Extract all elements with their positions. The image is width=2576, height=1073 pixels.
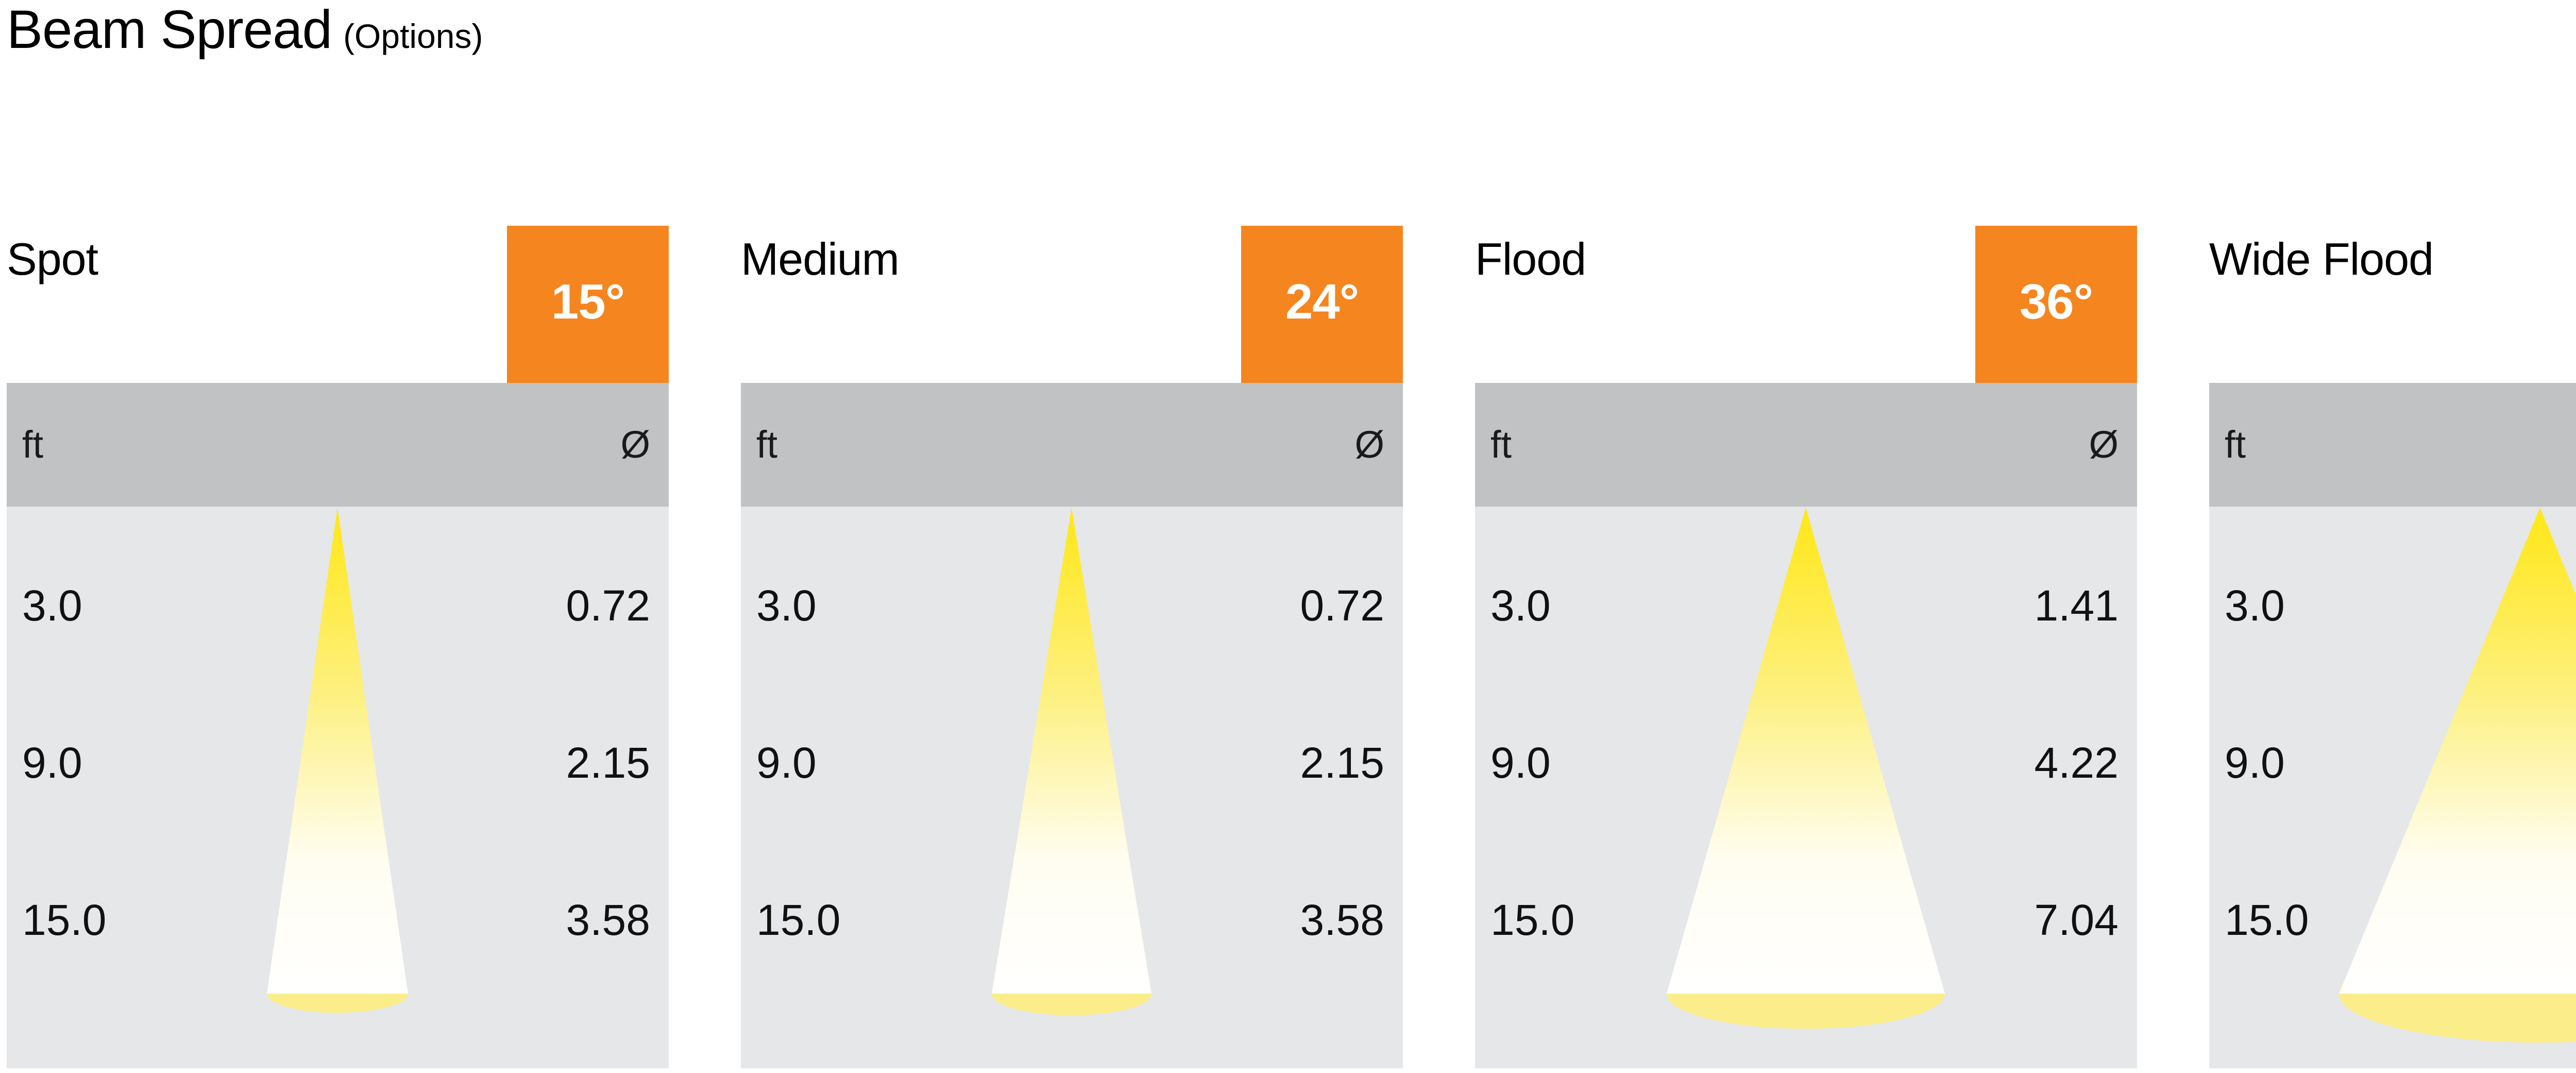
column-header-diameter: Ø bbox=[1354, 423, 1384, 466]
beam-angle-badge: 15° bbox=[507, 226, 669, 383]
row-diameter: 3.58 bbox=[1300, 896, 1385, 944]
row-distance: 15.0 bbox=[2225, 896, 2309, 944]
table-row: 9.0 2.15 bbox=[756, 741, 1384, 784]
beam-angle-value: 36° bbox=[2019, 274, 2093, 329]
card-body: 3.0 2.03 9.0 6.09 15.0 10.15 bbox=[2209, 507, 2576, 1068]
measurement-rows: 3.0 0.72 9.0 2.15 15.0 3.58 bbox=[741, 507, 1403, 1068]
row-distance: 9.0 bbox=[22, 739, 82, 787]
card-body: 3.0 1.41 9.0 4.22 15.0 7.04 bbox=[1475, 507, 2137, 1068]
table-row: 3.0 2.03 bbox=[2225, 584, 2576, 627]
row-diameter: 0.72 bbox=[566, 581, 651, 630]
row-diameter: 0.72 bbox=[1300, 581, 1385, 630]
row-diameter: 2.15 bbox=[1300, 739, 1385, 787]
beam-spread-card: Flood 36° ft Ø bbox=[1475, 216, 2137, 1068]
beam-spread-card: Medium 24° ft Ø bbox=[741, 216, 1403, 1068]
card-body: 3.0 0.72 9.0 2.15 15.0 3.58 bbox=[741, 507, 1403, 1068]
row-diameter: 4.22 bbox=[2034, 739, 2119, 787]
row-distance: 15.0 bbox=[1490, 896, 1575, 944]
beam-spread-card: Spot 15° ft Ø bbox=[7, 216, 669, 1068]
card-header: Spot 15° bbox=[7, 216, 669, 383]
row-distance: 9.0 bbox=[2225, 739, 2285, 787]
column-header-distance: ft bbox=[22, 423, 44, 466]
beam-angle-badge: 24° bbox=[1241, 226, 1403, 383]
table-column-headers: ft Ø bbox=[1475, 383, 2137, 507]
table-row: 15.0 10.15 bbox=[2225, 898, 2576, 942]
beam-angle-badge: 36° bbox=[1975, 226, 2137, 383]
row-distance: 15.0 bbox=[756, 896, 841, 944]
column-header-distance: ft bbox=[1490, 423, 1512, 466]
row-diameter: 7.04 bbox=[2034, 896, 2119, 944]
table-row: 9.0 6.09 bbox=[2225, 741, 2576, 784]
card-title: Medium bbox=[741, 233, 900, 284]
table-row: 3.0 0.72 bbox=[756, 584, 1384, 627]
table-row: 15.0 3.58 bbox=[756, 898, 1384, 942]
row-distance: 9.0 bbox=[756, 739, 817, 787]
card-title: Flood bbox=[1475, 233, 1586, 284]
measurement-rows: 3.0 0.72 9.0 2.15 15.0 3.58 bbox=[7, 507, 669, 1068]
beam-spread-card-list: Spot 15° ft Ø bbox=[7, 216, 2576, 1068]
row-distance: 3.0 bbox=[756, 581, 817, 630]
measurement-rows: 3.0 1.41 9.0 4.22 15.0 7.04 bbox=[1475, 507, 2137, 1068]
table-column-headers: ft Ø bbox=[7, 383, 669, 507]
table-row: 9.0 2.15 bbox=[22, 741, 650, 784]
row-diameter: 3.58 bbox=[566, 896, 651, 944]
page-title-subtitle: (Options) bbox=[343, 17, 483, 55]
page-title: Beam Spread (Options) bbox=[7, 0, 483, 63]
card-header: Medium 24° bbox=[741, 216, 1403, 383]
column-header-distance: ft bbox=[756, 423, 778, 466]
page-title-main: Beam Spread bbox=[7, 0, 332, 60]
beam-angle-value: 24° bbox=[1285, 274, 1359, 329]
table-row: 15.0 3.58 bbox=[22, 898, 650, 942]
row-distance: 9.0 bbox=[1490, 739, 1551, 787]
column-header-diameter: Ø bbox=[2089, 423, 2119, 466]
card-title: Wide Flood bbox=[2209, 233, 2434, 284]
row-diameter: 1.41 bbox=[2034, 581, 2119, 630]
row-distance: 3.0 bbox=[2225, 581, 2285, 630]
row-distance: 3.0 bbox=[1490, 581, 1551, 630]
table-column-headers: ft Ø bbox=[741, 383, 1403, 507]
column-header-distance: ft bbox=[2225, 423, 2246, 466]
card-title: Spot bbox=[7, 233, 98, 284]
row-distance: 3.0 bbox=[22, 581, 82, 630]
row-diameter: 2.15 bbox=[566, 739, 651, 787]
row-distance: 15.0 bbox=[22, 896, 107, 944]
table-column-headers: ft Ø bbox=[2209, 383, 2576, 507]
column-header-diameter: Ø bbox=[620, 423, 650, 466]
table-row: 3.0 1.41 bbox=[1490, 584, 2119, 627]
table-row: 9.0 4.22 bbox=[1490, 741, 2119, 784]
card-header: Flood 36° bbox=[1475, 216, 2137, 383]
table-row: 15.0 7.04 bbox=[1490, 898, 2119, 942]
card-body: 3.0 0.72 9.0 2.15 15.0 3.58 bbox=[7, 507, 669, 1068]
card-header: Wide Flood 50° bbox=[2209, 216, 2576, 383]
beam-spread-card: Wide Flood 50° ft Ø bbox=[2209, 216, 2576, 1068]
table-row: 3.0 0.72 bbox=[22, 584, 650, 627]
beam-angle-value: 15° bbox=[551, 274, 625, 329]
measurement-rows: 3.0 2.03 9.0 6.09 15.0 10.15 bbox=[2209, 507, 2576, 1068]
